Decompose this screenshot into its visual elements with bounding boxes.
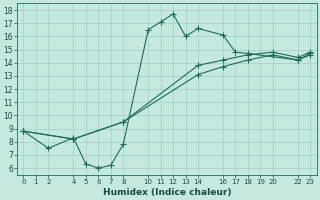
X-axis label: Humidex (Indice chaleur): Humidex (Indice chaleur): [103, 188, 231, 197]
